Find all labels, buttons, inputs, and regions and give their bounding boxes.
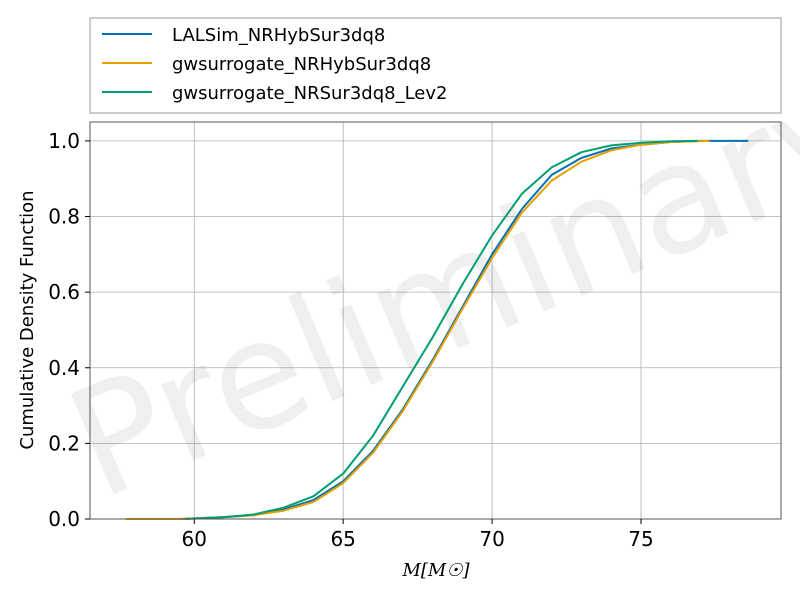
y-axis-label: Cumulative Density Function (17, 190, 38, 449)
x-tick-label: 60 (182, 527, 207, 551)
plot-frame (90, 122, 781, 519)
legend-frame (89, 17, 782, 114)
x-tick-label: 75 (628, 527, 653, 551)
x-axis-label: M[M☉] (401, 560, 470, 581)
x-tick-label: 70 (479, 527, 504, 551)
legend-entries: LALSim_NRHybSur3dq8 gwsurrogate_NRHybSur3… (102, 25, 447, 104)
axis-ticks: 60 65 70 75 0.0 0.2 0.4 0.6 0.8 1.0 (48, 129, 654, 551)
series-line-gwsurrogate-nrsur3dq8-lev2 (185, 139, 698, 520)
legend-label: gwsurrogate_NRSur3dq8_Lev2 (172, 83, 447, 104)
y-tick-label: 0.8 (48, 205, 80, 229)
series-lines (125, 139, 749, 520)
legend: LALSim_NRHybSur3dq8 gwsurrogate_NRHybSur3… (89, 17, 782, 114)
plot-area: Preliminary 60 65 70 750.00.20.40.60.81.0 (46, 42, 800, 551)
plot-border (89, 121, 782, 520)
y-tick-label: 0.0 (48, 507, 80, 531)
y-tick-label: 0.4 (48, 356, 80, 380)
y-tick-label: 0.6 (48, 280, 80, 304)
y-tick-label: 0.2 (48, 431, 80, 455)
y-tick-label: 1.0 (48, 129, 80, 153)
x-tick-label: 65 (330, 527, 355, 551)
legend-label: gwsurrogate_NRHybSur3dq8 (172, 54, 431, 75)
legend-label: LALSim_NRHybSur3dq8 (172, 25, 385, 46)
